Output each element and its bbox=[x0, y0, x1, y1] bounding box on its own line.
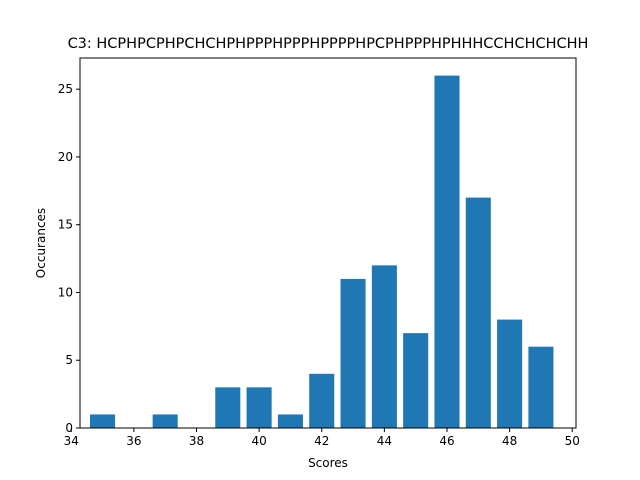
bar-score-45 bbox=[403, 333, 429, 428]
x-tick-label: 38 bbox=[189, 434, 204, 448]
bar-score-35 bbox=[90, 414, 116, 428]
y-tick-label: 10 bbox=[58, 285, 73, 299]
x-tick-label: 44 bbox=[377, 434, 392, 448]
x-tick-label: 34 bbox=[64, 434, 79, 448]
y-axis-label: Occurances bbox=[34, 208, 48, 278]
bar-score-49 bbox=[528, 346, 554, 428]
plot-frame bbox=[79, 57, 577, 429]
x-axis-label: Scores bbox=[308, 456, 348, 470]
bar-score-39 bbox=[215, 387, 241, 428]
x-tick-label: 48 bbox=[502, 434, 517, 448]
y-tick-label: 25 bbox=[58, 82, 73, 96]
bars-group bbox=[90, 75, 554, 429]
bar-score-48 bbox=[497, 319, 523, 428]
chart-title: C3: HCPHPCPHPCHCHPHPPPHPPPHPPPPHPCPHPPPH… bbox=[68, 36, 589, 52]
bar-score-43 bbox=[340, 278, 366, 428]
bar-score-42 bbox=[309, 373, 335, 428]
bar-score-41 bbox=[277, 414, 303, 428]
bar-score-44 bbox=[371, 265, 397, 428]
x-axis-ticks: 34 36 38 40 42 44 46 48 50 bbox=[64, 428, 580, 448]
x-tick-label: 36 bbox=[126, 434, 141, 448]
y-tick-label: 5 bbox=[65, 353, 73, 367]
x-tick-label: 50 bbox=[565, 434, 580, 448]
bar-score-40 bbox=[246, 387, 272, 428]
y-axis-ticks: 0 5 10 15 20 25 bbox=[58, 82, 80, 435]
x-tick-label: 40 bbox=[251, 434, 266, 448]
y-tick-label: 0 bbox=[65, 421, 73, 435]
bar-score-46 bbox=[434, 75, 460, 429]
bar-score-37 bbox=[152, 414, 178, 428]
y-tick-label: 20 bbox=[58, 150, 73, 164]
x-tick-label: 42 bbox=[314, 434, 329, 448]
bar-score-47 bbox=[465, 197, 491, 428]
x-tick-label: 46 bbox=[439, 434, 454, 448]
y-tick-label: 15 bbox=[58, 218, 73, 232]
